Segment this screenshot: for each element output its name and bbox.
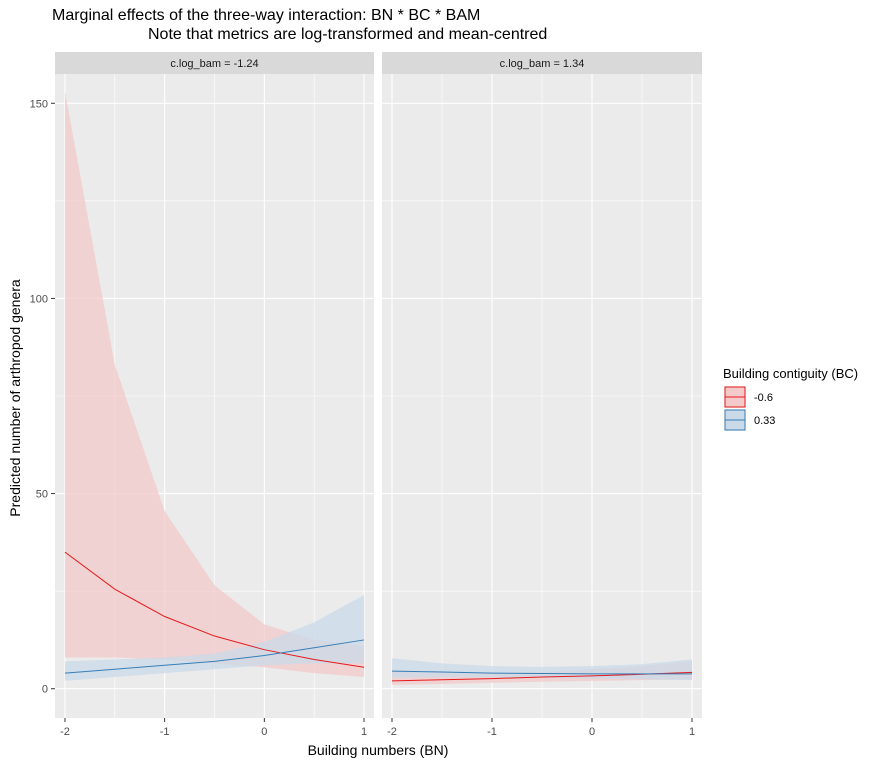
x-tick-label: -2 [387, 726, 397, 738]
legend-label: -0.6 [754, 392, 773, 404]
y-tick-label: 150 [30, 98, 48, 110]
chart-title-line2: Note that metrics are log-transformed an… [148, 26, 548, 43]
legend: Building contiguity (BC) -0.6 0.33 [723, 366, 858, 431]
x-tick-label: 1 [361, 726, 367, 738]
series-line-0.33 [391, 670, 692, 675]
legend-title: Building contiguity (BC) [723, 366, 858, 381]
x-tick-label: 0 [589, 726, 595, 738]
series-line--0.6 [64, 551, 365, 668]
facet-panel-2: c.log_bam = 1.34 -2 -1 0 1 [382, 52, 702, 738]
y-tick-label: 50 [36, 489, 48, 501]
facet-strip [382, 52, 702, 74]
facet-strip [55, 52, 374, 74]
facet-strip-label: c.log_bam = -1.24 [170, 58, 258, 70]
y-tick-label: 100 [30, 293, 48, 305]
confidence-band-0.33 [64, 595, 365, 681]
x-axis-title: Building numbers (BN) [308, 742, 449, 758]
x-tick-label: -1 [487, 726, 497, 738]
x-tick-label: 0 [261, 726, 267, 738]
series-line-0.33 [64, 639, 365, 674]
facet-panel-1: c.log_bam = -1.24 -2 -1 0 1 [55, 52, 374, 738]
panels: c.log_bam = -1.24 -2 -1 0 1 c.log_bam = 1.34 -… [55, 52, 702, 738]
y-tick-label: 0 [42, 684, 48, 696]
facet-strip-label: c.log_bam = 1.34 [500, 58, 585, 70]
x-tick-label: -2 [60, 726, 70, 738]
y-axis-title: Predicted number of arthropod genera [7, 279, 23, 517]
legend-item-1: -0.6 [724, 386, 773, 408]
legend-item-2: 0.33 [724, 409, 775, 431]
x-tick-label: -1 [160, 726, 170, 738]
confidence-band--0.6 [64, 91, 365, 678]
y-axis: 0 50 100 150 [30, 98, 55, 696]
x-tick-label: 1 [689, 726, 695, 738]
legend-label: 0.33 [754, 415, 775, 427]
chart-title-line1: Marginal effects of the three-way intera… [52, 7, 481, 24]
